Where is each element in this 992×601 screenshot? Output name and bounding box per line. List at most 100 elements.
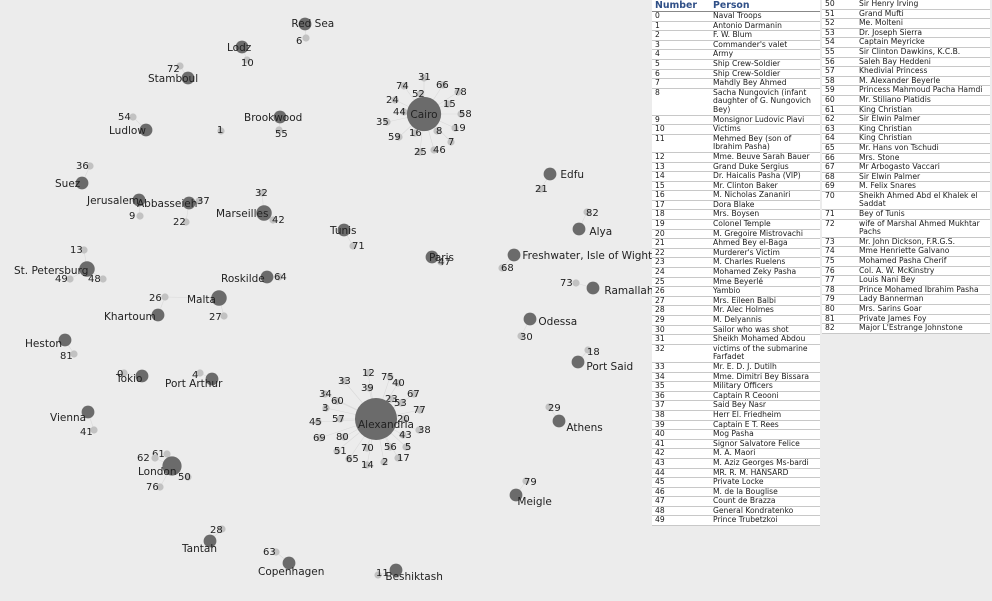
- person-node[interactable]: [258, 189, 266, 197]
- place-node[interactable]: [75, 176, 89, 190]
- person-node[interactable]: [402, 443, 410, 451]
- person-node[interactable]: [340, 377, 348, 385]
- person-node[interactable]: [380, 458, 388, 466]
- person-node[interactable]: [302, 34, 310, 42]
- person-node[interactable]: [218, 525, 226, 533]
- place-node[interactable]: [354, 397, 398, 441]
- person-node[interactable]: [451, 124, 459, 132]
- person-node[interactable]: [410, 390, 418, 398]
- place-node[interactable]: [132, 193, 146, 207]
- person-node[interactable]: [457, 110, 465, 118]
- place-node[interactable]: [79, 261, 95, 277]
- person-node[interactable]: [517, 332, 525, 340]
- place-node[interactable]: [406, 96, 442, 132]
- person-node[interactable]: [391, 96, 399, 104]
- person-node[interactable]: [333, 447, 341, 455]
- person-node[interactable]: [99, 275, 107, 283]
- person-node[interactable]: [220, 312, 228, 320]
- person-node[interactable]: [184, 473, 192, 481]
- place-node[interactable]: [256, 205, 272, 221]
- person-node[interactable]: [322, 404, 330, 412]
- person-node[interactable]: [333, 397, 341, 405]
- person-node[interactable]: [420, 74, 428, 82]
- place-node[interactable]: [58, 333, 72, 347]
- place-node[interactable]: [552, 414, 566, 428]
- person-node[interactable]: [195, 197, 203, 205]
- place-node[interactable]: [260, 270, 274, 284]
- person-node[interactable]: [66, 275, 74, 283]
- person-node[interactable]: [182, 218, 190, 226]
- person-node[interactable]: [272, 548, 280, 556]
- person-node[interactable]: [572, 279, 580, 287]
- person-node[interactable]: [90, 426, 98, 434]
- person-node[interactable]: [411, 129, 419, 137]
- person-node[interactable]: [394, 379, 402, 387]
- place-node[interactable]: [211, 290, 227, 306]
- place-node[interactable]: [182, 196, 196, 210]
- place-node[interactable]: [135, 369, 149, 383]
- person-node[interactable]: [583, 208, 591, 216]
- person-node[interactable]: [80, 246, 88, 254]
- person-node[interactable]: [365, 384, 373, 392]
- place-node[interactable]: [337, 223, 351, 237]
- person-node[interactable]: [416, 90, 424, 98]
- place-node[interactable]: [181, 71, 195, 85]
- place-node[interactable]: [586, 281, 600, 295]
- person-node[interactable]: [120, 369, 128, 377]
- place-node[interactable]: [151, 308, 165, 322]
- person-node[interactable]: [70, 350, 78, 358]
- person-node[interactable]: [136, 212, 144, 220]
- person-node[interactable]: [439, 81, 447, 89]
- place-node[interactable]: [298, 17, 312, 31]
- person-node[interactable]: [163, 450, 171, 458]
- place-node[interactable]: [203, 534, 217, 548]
- person-node[interactable]: [275, 273, 283, 281]
- person-node[interactable]: [437, 258, 445, 266]
- person-node[interactable]: [217, 127, 225, 135]
- person-node[interactable]: [444, 100, 452, 108]
- person-node[interactable]: [433, 127, 441, 135]
- person-node[interactable]: [397, 399, 405, 407]
- person-node[interactable]: [349, 242, 357, 250]
- person-node[interactable]: [196, 369, 204, 377]
- place-node[interactable]: [162, 456, 182, 476]
- person-node[interactable]: [243, 56, 251, 64]
- place-node[interactable]: [389, 563, 403, 577]
- place-node[interactable]: [507, 248, 521, 262]
- person-node[interactable]: [321, 390, 329, 398]
- person-node[interactable]: [176, 62, 184, 70]
- person-node[interactable]: [545, 403, 553, 411]
- person-node[interactable]: [340, 433, 348, 441]
- person-node[interactable]: [454, 88, 462, 96]
- person-node[interactable]: [86, 162, 94, 170]
- person-node[interactable]: [156, 483, 164, 491]
- person-node[interactable]: [383, 118, 391, 126]
- place-node[interactable]: [81, 405, 95, 419]
- person-node[interactable]: [364, 369, 372, 377]
- person-node[interactable]: [129, 113, 137, 121]
- person-node[interactable]: [430, 146, 438, 154]
- person-node[interactable]: [314, 418, 322, 426]
- place-node[interactable]: [282, 556, 296, 570]
- person-node[interactable]: [386, 443, 394, 451]
- place-node[interactable]: [139, 123, 153, 137]
- place-node[interactable]: [509, 488, 523, 502]
- person-node[interactable]: [416, 406, 424, 414]
- person-node[interactable]: [395, 133, 403, 141]
- person-node[interactable]: [363, 461, 371, 469]
- place-node[interactable]: [571, 355, 585, 369]
- place-node[interactable]: [572, 222, 586, 236]
- person-node[interactable]: [386, 373, 394, 381]
- place-node[interactable]: [543, 167, 557, 181]
- person-node[interactable]: [447, 138, 455, 146]
- person-node[interactable]: [522, 477, 530, 485]
- person-node[interactable]: [161, 293, 169, 301]
- person-node[interactable]: [400, 108, 408, 116]
- person-node[interactable]: [400, 82, 408, 90]
- person-node[interactable]: [374, 571, 382, 579]
- person-node[interactable]: [363, 444, 371, 452]
- person-node[interactable]: [399, 431, 407, 439]
- person-node[interactable]: [336, 415, 344, 423]
- place-node[interactable]: [273, 110, 287, 124]
- person-node[interactable]: [316, 434, 324, 442]
